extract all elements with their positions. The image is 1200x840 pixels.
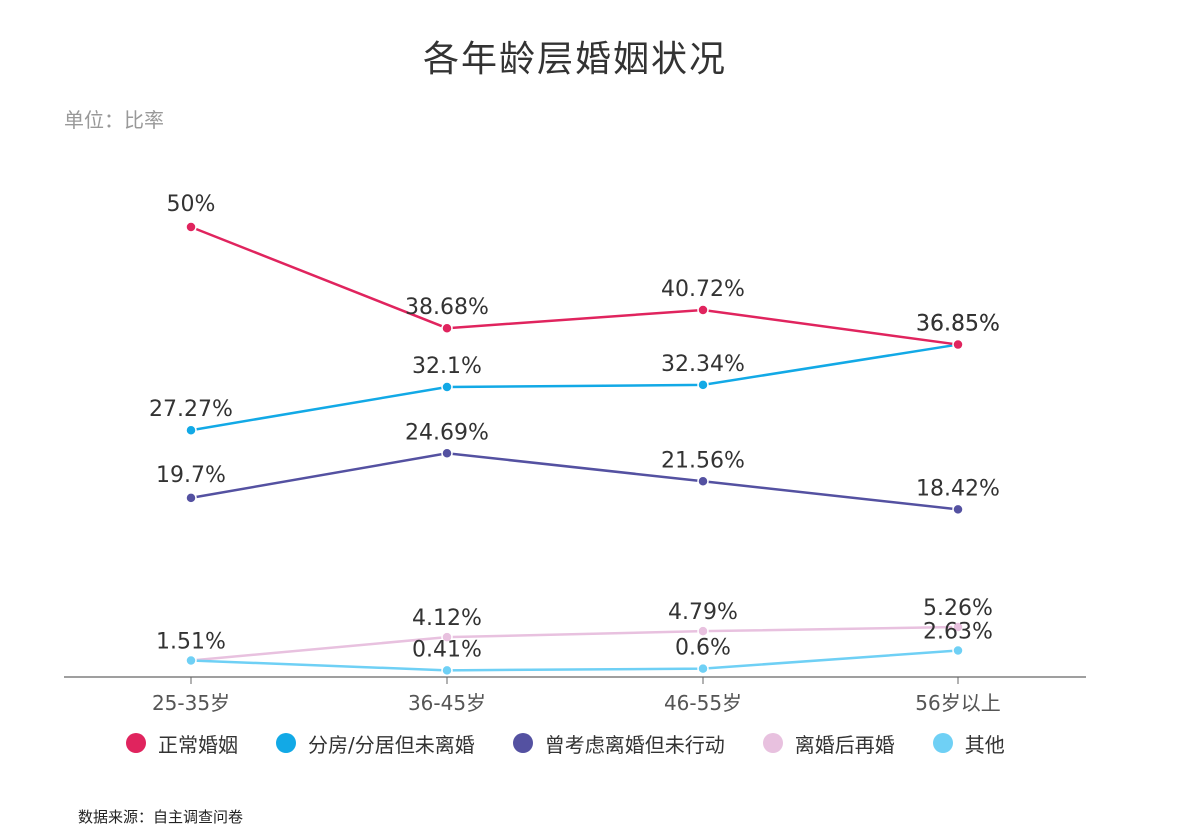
unit-label: 单位：比率 xyxy=(64,108,164,132)
data-label: 0.6% xyxy=(675,636,731,661)
data-label: 19.7% xyxy=(156,463,226,488)
data-label: 40.72% xyxy=(661,277,745,302)
data-point xyxy=(697,304,709,316)
legend-swatch xyxy=(276,733,296,753)
data-label-layer: 50%38.68%40.72%36.85%27.27%32.1% 32.34%36… xyxy=(149,192,1000,662)
data-point xyxy=(952,503,964,516)
series-line xyxy=(190,625,959,662)
data-label: 36.85% xyxy=(916,312,1000,337)
data-label: 0.41% xyxy=(412,637,482,662)
data-point xyxy=(697,625,709,637)
legend-label: 离婚后再婚 xyxy=(794,732,895,757)
x-tick-label: 46-55岁 xyxy=(664,691,742,715)
series-layer xyxy=(185,221,964,677)
data-source-note: 数据来源：自主调查问卷 xyxy=(78,808,244,826)
series-line xyxy=(190,225,959,346)
data-point xyxy=(441,322,453,334)
data-label: 18.42% xyxy=(916,476,1000,501)
data-label: 27.27% xyxy=(149,397,233,422)
data-point xyxy=(441,664,453,677)
line-chart: 25-35岁 36-45岁 46-55岁 56岁以上 50% 38.68% 40.72% 3… xyxy=(64,192,1086,715)
data-label: 2.63% xyxy=(923,619,993,644)
data-label: 24.69% xyxy=(405,420,489,445)
legend-item: 分房/分居但未离婚 xyxy=(276,728,475,758)
x-axis-ticks: 25-35岁 36-45岁 46-55岁 56岁以上 xyxy=(152,677,1001,715)
data-point xyxy=(441,447,453,460)
data-label: 36.85% xyxy=(916,312,1000,337)
series-line xyxy=(190,452,959,511)
legend: 正常婚姻 分房/分居但未离婚 曾考虑离婚但未行动 离婚后再婚 其他 xyxy=(126,728,1066,758)
legend-label: 分房/分居但未离婚 xyxy=(308,732,475,757)
legend-swatch xyxy=(762,733,783,753)
data-point xyxy=(441,631,453,643)
chart-title: 各年龄层婚姻状况 xyxy=(422,39,727,80)
data-point xyxy=(697,379,709,391)
data-point xyxy=(952,338,964,351)
legend-swatch xyxy=(126,733,146,753)
legend-item: 离婚后再婚 xyxy=(762,728,895,758)
data-label: 4.79% xyxy=(668,600,738,625)
data-label: 5.26% xyxy=(923,596,993,621)
legend-swatch xyxy=(512,733,533,753)
legend-item: 曾考虑离婚但未行动 xyxy=(512,728,725,758)
data-point xyxy=(697,475,709,488)
legend-swatch xyxy=(932,733,953,753)
data-point xyxy=(185,424,197,436)
data-point xyxy=(185,654,197,667)
legend-label: 其他 xyxy=(964,732,1005,757)
data-label: 1.51% xyxy=(156,630,226,655)
series-line xyxy=(190,343,959,432)
data-point xyxy=(185,221,197,233)
data-label: 32.34% xyxy=(661,352,745,377)
x-tick-label: 36-45岁 xyxy=(408,691,486,715)
x-tick-label: 25-35岁 xyxy=(152,691,230,715)
x-tick-label: 56岁以上 xyxy=(915,691,1000,715)
data-label: 32.1% xyxy=(412,354,482,379)
data-point xyxy=(441,381,453,393)
data-label: 4.12% xyxy=(412,606,482,631)
data-point xyxy=(185,492,197,504)
series-line xyxy=(190,649,959,672)
data-point xyxy=(952,644,964,657)
legend-label: 曾考虑离婚但未行动 xyxy=(544,732,725,757)
legend-label: 正常婚姻 xyxy=(158,732,238,757)
legend-item: 其他 xyxy=(932,728,1005,758)
data-label: 50% xyxy=(167,192,216,217)
data-point xyxy=(697,662,709,675)
legend-item: 正常婚姻 xyxy=(126,728,238,758)
data-label: 38.68% xyxy=(405,295,489,320)
data-point xyxy=(952,621,964,633)
data-label: 21.56% xyxy=(661,448,745,473)
